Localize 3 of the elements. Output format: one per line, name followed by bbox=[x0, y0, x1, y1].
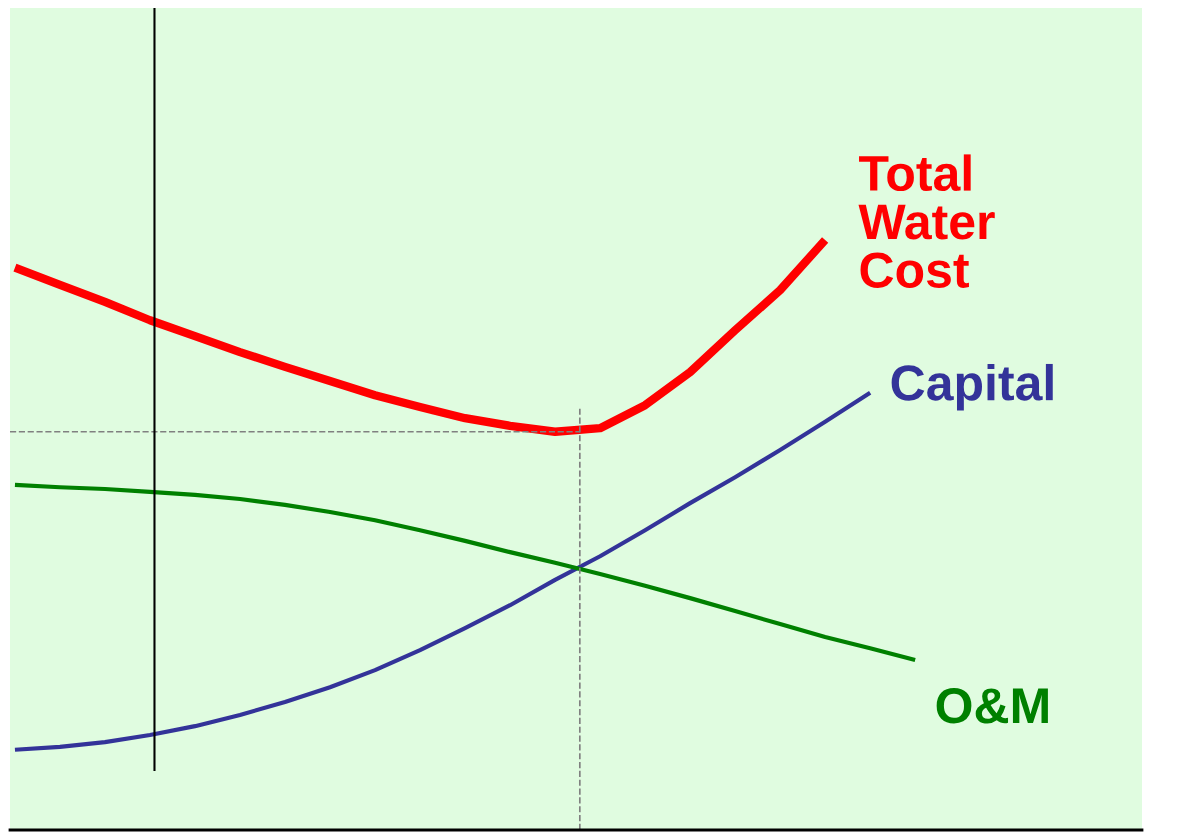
series-label: Total Water Cost bbox=[858, 154, 995, 288]
series-label: O&M bbox=[936, 688, 1048, 724]
series-label: Capital bbox=[891, 363, 1053, 411]
